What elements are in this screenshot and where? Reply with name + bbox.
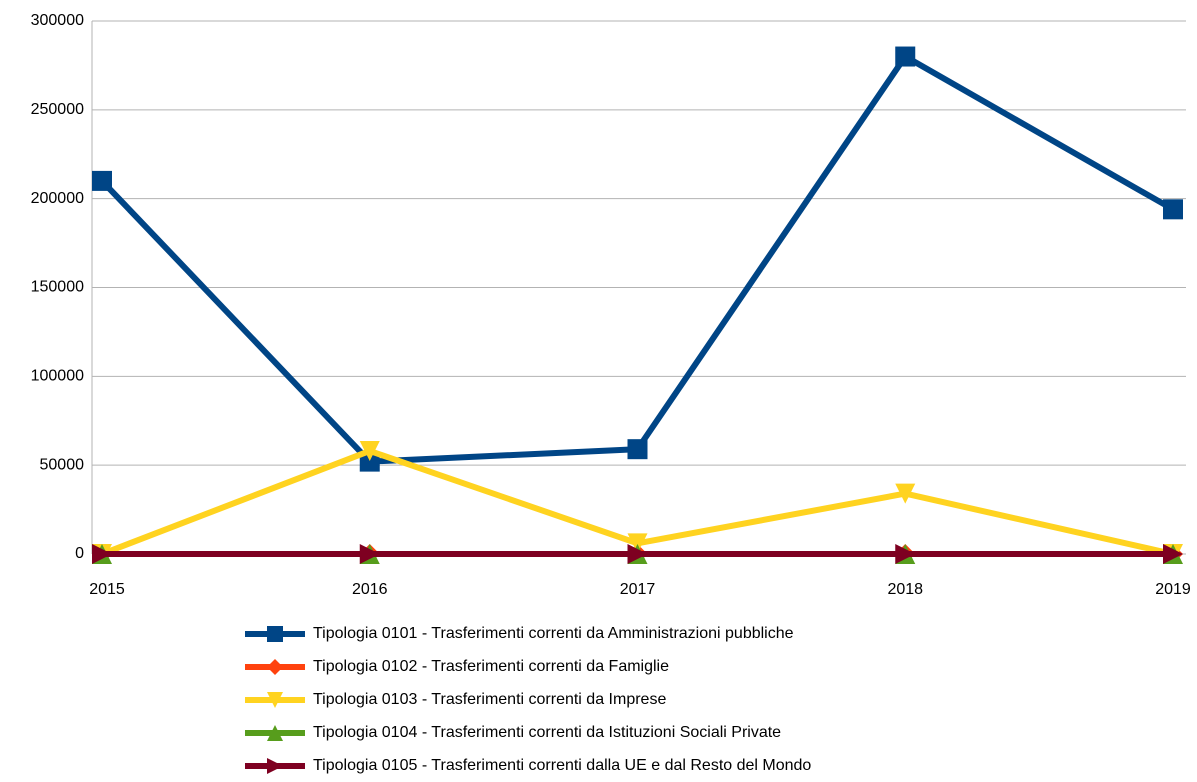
- data-point: [627, 439, 648, 460]
- data-point: [627, 533, 648, 554]
- legend-label: Tipologia 0101 - Trasferimenti correnti …: [313, 625, 794, 642]
- legend-marker: [267, 692, 283, 708]
- data-point: [627, 544, 648, 564]
- legend-marker: [267, 758, 283, 774]
- data-point: [1163, 544, 1183, 564]
- legend-marker: [267, 626, 283, 642]
- legend-label: Tipologia 0105 - Trasferimenti correnti …: [313, 757, 811, 774]
- y-tick-label: 50000: [40, 456, 85, 473]
- data-point: [92, 170, 112, 191]
- data-point: [359, 544, 380, 564]
- y-tick-label: 300000: [31, 12, 84, 29]
- legend-label: Tipologia 0104 - Trasferimenti correnti …: [313, 724, 781, 741]
- y-tick-label: 250000: [31, 101, 84, 118]
- y-tick-label: 0: [75, 545, 84, 562]
- y-tick-label: 100000: [31, 368, 84, 385]
- data-point: [895, 544, 916, 564]
- x-tick-label: 2019: [1155, 581, 1191, 598]
- y-tick-label: 150000: [31, 279, 84, 296]
- series-line: [99, 53, 1175, 465]
- data-point: [895, 483, 916, 504]
- x-tick-label: 2018: [887, 581, 923, 598]
- data-point: [895, 46, 916, 67]
- data-point: [92, 544, 112, 564]
- data-point: [359, 440, 380, 461]
- x-tick-label: 2015: [89, 581, 125, 598]
- x-tick-label: 2017: [620, 581, 656, 598]
- data-point: [359, 451, 380, 472]
- x-tick-label: 2016: [352, 581, 388, 598]
- y-tick-label: 200000: [31, 190, 84, 207]
- legend-marker: [267, 659, 283, 675]
- data-point: [1163, 199, 1183, 220]
- legend-label: Tipologia 0102 - Trasferimenti correnti …: [313, 658, 669, 675]
- legend-label: Tipologia 0103 - Trasferimenti correnti …: [313, 691, 666, 708]
- legend-marker: [267, 725, 283, 741]
